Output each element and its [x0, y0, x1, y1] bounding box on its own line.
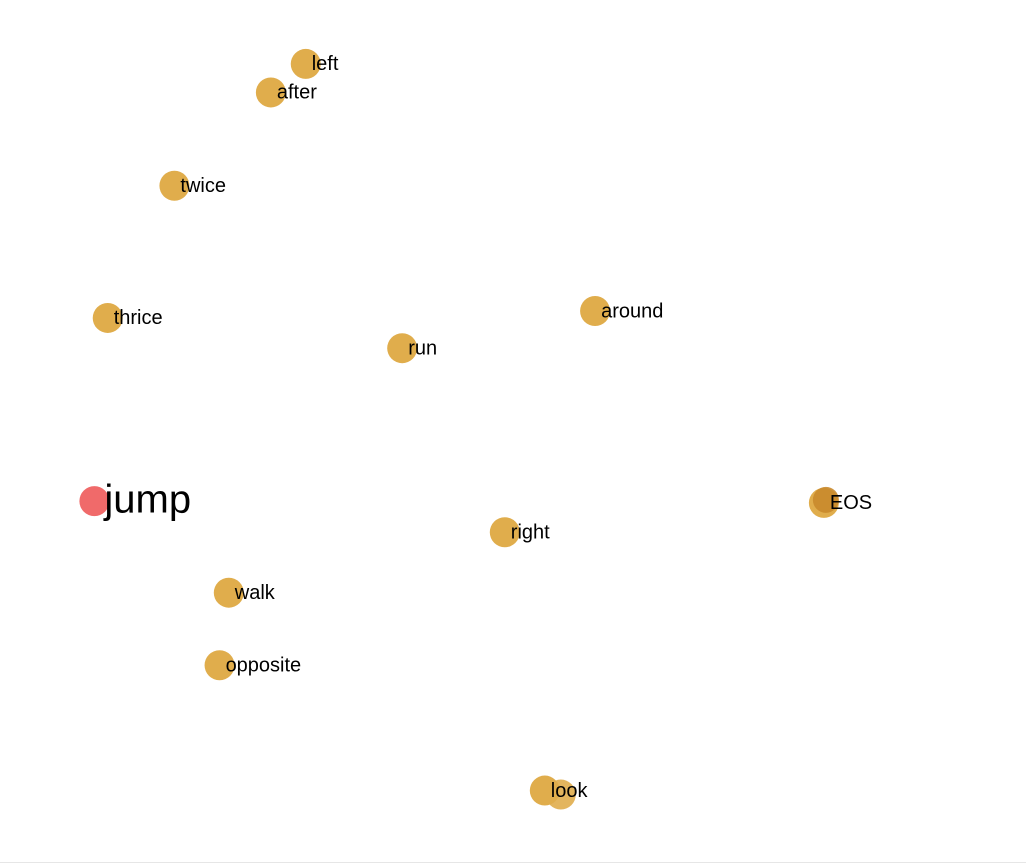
data-point-eos: EOS	[808, 486, 872, 518]
point-marker	[204, 650, 235, 681]
point-label: opposite	[226, 655, 302, 677]
point-label: around	[601, 300, 663, 322]
point-label: jump	[103, 478, 191, 522]
point-marker	[213, 577, 244, 608]
data-point-run: run	[387, 333, 437, 364]
point-label: right	[511, 522, 550, 544]
bottom-divider	[0, 862, 1026, 863]
point-label: thrice	[114, 307, 163, 329]
data-point-twice: twice	[159, 170, 226, 201]
point-marker	[92, 302, 123, 333]
point-marker	[290, 48, 321, 79]
point-label: EOS	[830, 492, 872, 514]
point-marker	[255, 77, 286, 108]
data-point-opposite: opposite	[204, 650, 302, 681]
data-point-look: look	[529, 775, 589, 810]
point-label: left	[312, 53, 339, 75]
points-layer: left after twice thrice around run jump EOS righ…	[79, 48, 872, 810]
point-marker	[580, 296, 611, 327]
point-marker	[79, 486, 110, 517]
data-point-thrice: thrice	[92, 302, 163, 333]
data-point-walk: walk	[213, 577, 276, 608]
point-label: walk	[234, 582, 276, 604]
data-point-left: left	[290, 48, 339, 79]
point-marker	[529, 775, 560, 806]
data-point-jump: jump	[79, 478, 191, 522]
data-point-around: around	[580, 296, 663, 327]
data-point-after: after	[255, 77, 317, 108]
point-marker	[812, 486, 839, 513]
point-marker	[387, 333, 418, 364]
data-point-right: right	[489, 517, 550, 548]
point-label: twice	[180, 175, 226, 197]
point-marker	[489, 517, 520, 548]
point-label: after	[277, 82, 317, 104]
point-label: run	[408, 337, 437, 359]
point-marker	[159, 170, 190, 201]
point-label: look	[551, 780, 589, 802]
